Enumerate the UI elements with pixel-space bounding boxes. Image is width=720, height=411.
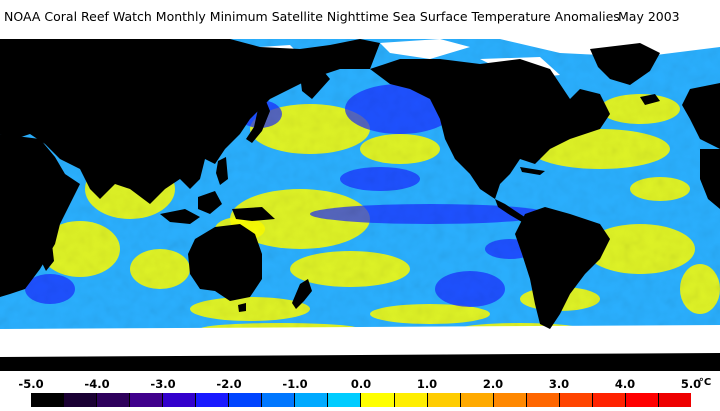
- antarctica-land: [0, 353, 720, 371]
- legend-tick-label: -4.0: [84, 377, 110, 391]
- south-america-land: [515, 207, 610, 329]
- color-scale-swatch: [328, 393, 362, 407]
- color-scale-swatch: [262, 393, 296, 407]
- legend-tick-label: -2.0: [216, 377, 242, 391]
- color-scale-bar: [31, 393, 691, 407]
- legend-tick-label: 1.0: [416, 377, 438, 391]
- color-scale-swatch: [526, 393, 560, 407]
- new-guinea-land: [232, 207, 275, 221]
- north-america-land: [370, 59, 610, 199]
- color-scale-swatch: [97, 393, 131, 407]
- map-title: NOAA Coral Reef Watch Monthly Minimum Sa…: [0, 9, 720, 29]
- legend-tick-label: 2.0: [482, 377, 504, 391]
- indonesia-land: [160, 209, 200, 224]
- color-scale-swatch: [31, 393, 65, 407]
- kamchatka-land: [300, 67, 330, 99]
- color-scale-swatch: [229, 393, 263, 407]
- legend-tick-label: 3.0: [548, 377, 570, 391]
- europe-land: [682, 83, 720, 149]
- color-scale-swatch: [559, 393, 593, 407]
- legend-tick-label: -3.0: [150, 377, 176, 391]
- color-scale-swatch: [658, 393, 691, 407]
- legend-tick-label: 5.0: [680, 377, 702, 391]
- japan-land: [246, 101, 270, 143]
- iceland-land: [640, 94, 660, 105]
- legend-tick-label: 0.0: [350, 377, 372, 391]
- color-scale-swatch: [64, 393, 98, 407]
- legend-unit-label: °C: [698, 377, 712, 388]
- color-scale-swatch: [163, 393, 197, 407]
- land-masses: [0, 39, 720, 371]
- color-scale-swatch: [394, 393, 428, 407]
- philippines-land: [216, 157, 228, 185]
- map-date: May 2003: [618, 9, 680, 24]
- color-scale-swatch: [493, 393, 527, 407]
- tasmania-land: [238, 303, 246, 312]
- color-scale-swatch: [295, 393, 329, 407]
- world-map-svg: [0, 39, 720, 371]
- greenland-land: [590, 43, 660, 85]
- color-scale-swatch: [460, 393, 494, 407]
- color-scale-swatch: [625, 393, 659, 407]
- central-america-land: [495, 199, 528, 222]
- legend-tick-label: -1.0: [282, 377, 308, 391]
- eurasia-land: [0, 39, 380, 204]
- map-title-text: NOAA Coral Reef Watch Monthly Minimum Sa…: [4, 9, 620, 24]
- legend-tick-label: -5.0: [18, 377, 44, 391]
- color-scale-swatch: [427, 393, 461, 407]
- color-scale-swatch: [592, 393, 626, 407]
- cuba-land: [520, 167, 545, 175]
- color-scale-swatch: [196, 393, 230, 407]
- color-scale-swatch: [361, 393, 395, 407]
- west-africa-land: [700, 149, 720, 209]
- color-scale-swatch: [130, 393, 164, 407]
- legend-tick-label: 4.0: [614, 377, 636, 391]
- madagascar-land: [42, 244, 54, 271]
- legend-labels: -5.0 -4.0 -3.0 -2.0 -1.0 0.0 1.0 2.0 3.0 4.0 5.0 °C: [0, 377, 720, 393]
- africa-land: [0, 134, 80, 297]
- new-zealand-land: [292, 279, 312, 309]
- australia-land: [188, 224, 262, 301]
- borneo-land: [198, 191, 222, 214]
- sst-anomaly-map: [0, 39, 720, 371]
